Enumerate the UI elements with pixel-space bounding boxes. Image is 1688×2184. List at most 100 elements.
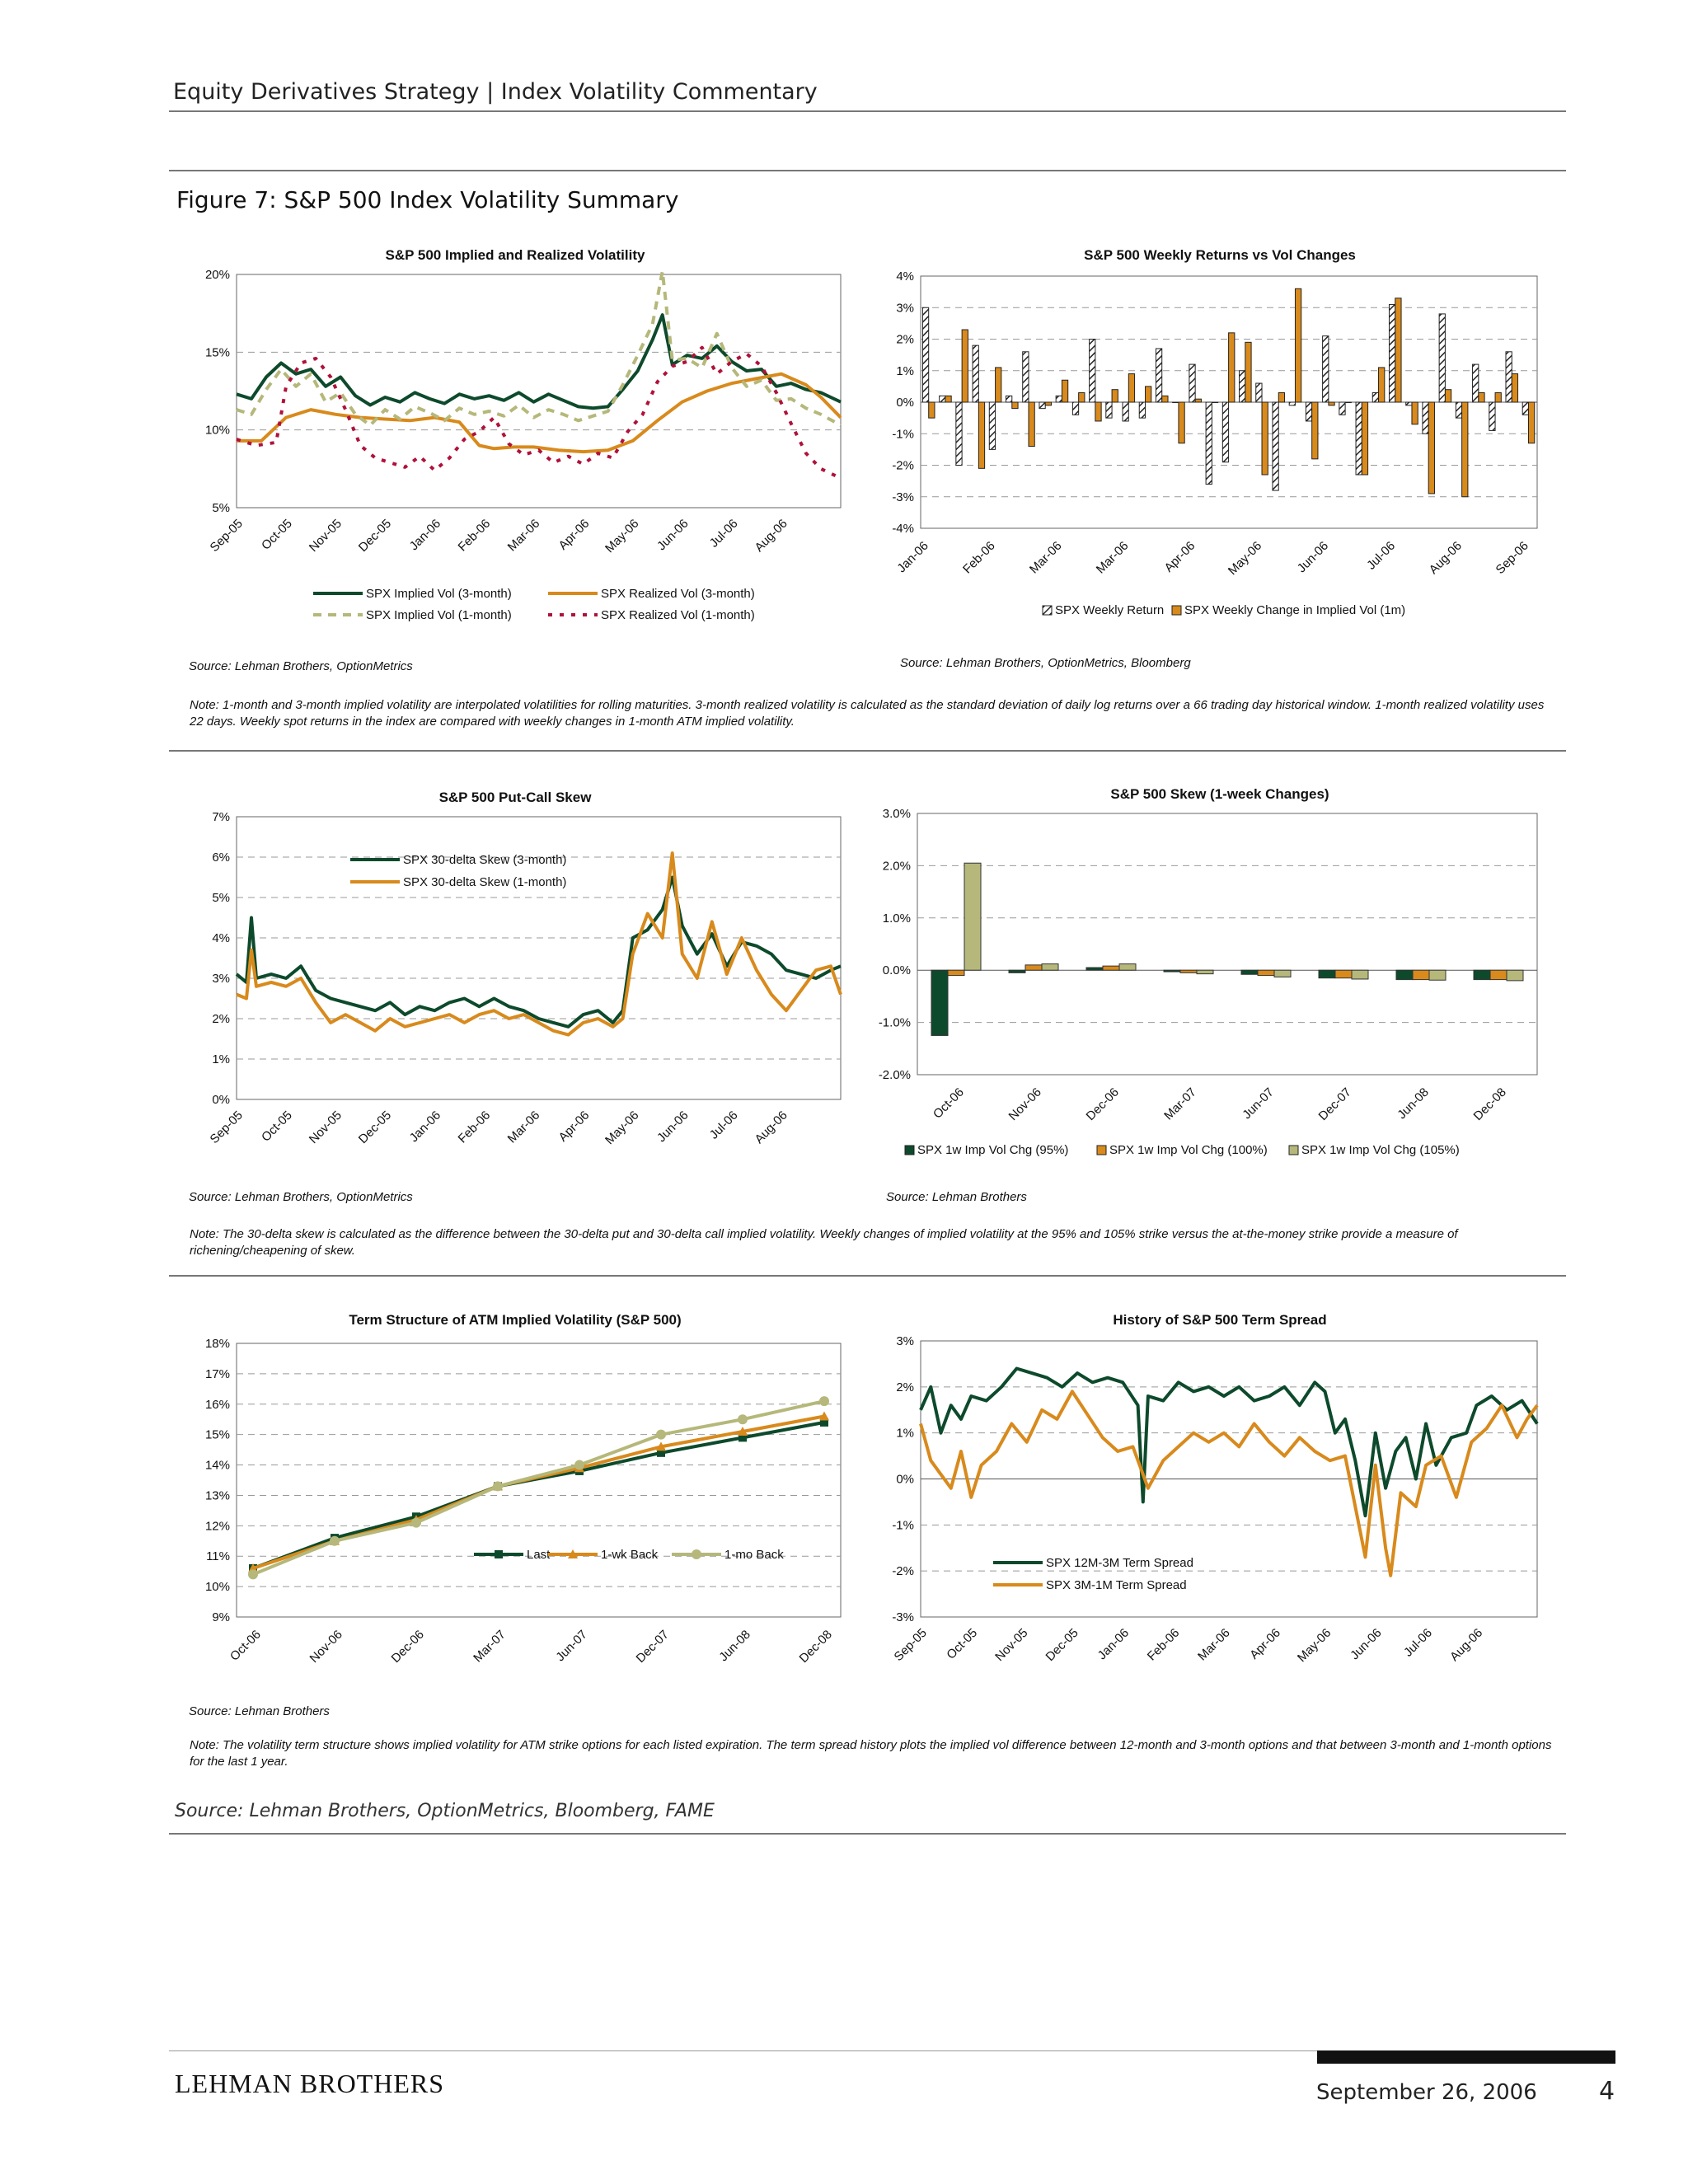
x-tick-label: May-06 (1295, 1626, 1334, 1665)
data-point (738, 1426, 748, 1436)
x-tick-label: Jun-06 (1295, 539, 1331, 575)
bar (1478, 392, 1485, 403)
y-tick-label: 18% (205, 1337, 230, 1351)
chart-title: History of S&P 500 Term Spread (1113, 1312, 1327, 1328)
bar (1006, 395, 1013, 403)
bar (1008, 969, 1026, 973)
figure-top-rule (169, 170, 1566, 171)
x-tick-label: Sep-05 (892, 1626, 930, 1664)
y-tick-label: 1% (896, 364, 914, 378)
data-point (819, 1411, 829, 1421)
chart-title: S&P 500 Weekly Returns vs Vol Changes (1084, 247, 1356, 263)
bar (1395, 969, 1414, 981)
x-tick-label: Nov-05 (307, 517, 345, 555)
y-tick-label: 4% (896, 269, 914, 284)
y-tick-label: 2% (212, 1012, 230, 1026)
x-tick-label: Dec-05 (1043, 1626, 1081, 1664)
bar (1071, 401, 1080, 415)
bar (1489, 401, 1496, 431)
x-tick-label: Dec-05 (356, 517, 394, 555)
y-tick-label: 15% (205, 345, 230, 359)
x-tick-label: Jan-06 (894, 539, 931, 575)
y-tick-label: 10% (205, 1580, 230, 1594)
y-tick-label: 1.0% (883, 912, 911, 926)
y-tick-label: -2% (892, 1564, 914, 1578)
bar (1395, 298, 1402, 403)
x-tick-label: Aug-06 (1427, 539, 1465, 577)
bar (1339, 401, 1346, 415)
bar (1522, 401, 1529, 415)
legend-label: SPX 1w Imp Vol Chg (100%) (1109, 1143, 1268, 1157)
header-rule (169, 110, 1566, 112)
bar (1145, 386, 1152, 403)
section-rule-2 (169, 1275, 1566, 1277)
bar (1378, 367, 1386, 403)
page-number: 4 (1599, 2077, 1615, 2106)
legend-label: SPX Weekly Change in Implied Vol (1m) (1184, 603, 1405, 617)
data-point (493, 1481, 503, 1492)
figure-title: Figure 7: S&P 500 Index Volatility Summa… (176, 186, 679, 213)
bar (1240, 969, 1259, 975)
legend-label: SPX 3M-1M Term Spread (1046, 1578, 1187, 1592)
bar (955, 401, 963, 466)
y-tick-label: 13% (205, 1488, 230, 1502)
bar (988, 401, 996, 450)
series-line (919, 1366, 1539, 1518)
bar (1221, 401, 1230, 463)
legend-label: SPX 30-delta Skew (3-month) (403, 853, 566, 867)
data-point (330, 1535, 340, 1546)
x-tick-label: Jan-06 (407, 1108, 443, 1145)
y-tick-label: -3% (892, 1610, 914, 1624)
chart-weekly-returns-vol: S&P 500 Weekly Returns vs Vol Changes 4%… (865, 246, 1574, 633)
y-tick-label: 2% (896, 333, 914, 347)
bar (1095, 401, 1102, 422)
bar (1044, 401, 1052, 406)
x-tick-label: Jul-06 (1401, 1626, 1435, 1660)
x-tick-label: Jun-08 (716, 1628, 753, 1664)
bar (1105, 401, 1113, 419)
y-tick-label: -1% (892, 427, 914, 441)
x-tick-label: Dec-08 (1471, 1085, 1509, 1123)
bar (1527, 401, 1536, 444)
x-tick-label: Dec-05 (356, 1108, 394, 1146)
page-header: Equity Derivatives Strategy | Index Vola… (173, 79, 818, 105)
bar (1163, 969, 1181, 972)
x-tick-label: Jan-06 (1095, 1626, 1132, 1662)
data-point (574, 1460, 584, 1470)
legend-label: SPX Implied Vol (3-month) (366, 587, 512, 601)
y-tick-label: 0% (212, 1093, 230, 1107)
y-tick-label: 5% (212, 501, 230, 515)
data-point (656, 1429, 666, 1440)
bar (1455, 401, 1463, 419)
bar (1278, 392, 1286, 403)
bar (1078, 392, 1085, 403)
series-line (236, 851, 842, 1037)
x-tick-label: Oct-05 (259, 1108, 295, 1145)
bar (1438, 313, 1446, 403)
bar (1041, 963, 1059, 971)
y-tick-label: -1% (892, 1518, 914, 1532)
x-tick-label: Dec-07 (634, 1628, 672, 1666)
x-tick-label: Aug-06 (753, 517, 790, 555)
bar (1272, 401, 1279, 491)
bar (1161, 395, 1169, 403)
y-tick-label: 3% (896, 301, 914, 315)
bar (1011, 401, 1019, 410)
chart-svg: 5% 10% 15% 20% Sep-05 Oct-05 Nov-05 Dec-05 Jan-0… (205, 268, 842, 622)
chart-title: S&P 500 Put-Call Skew (438, 790, 592, 805)
y-tick-label: -2% (892, 459, 914, 473)
legend-label: SPX Weekly Return (1055, 603, 1164, 617)
note-3: Note: The volatility term structure show… (190, 1738, 1552, 1769)
y-tick-label: 20% (205, 268, 230, 282)
bar (1294, 288, 1302, 403)
bar (1334, 969, 1353, 979)
section-rule-3 (169, 1833, 1566, 1835)
x-tick-label: Feb-06 (1145, 1626, 1183, 1664)
x-tick-label: Oct-05 (259, 517, 295, 553)
bar (1305, 401, 1313, 422)
bar (1511, 373, 1519, 403)
y-tick-label: -2.0% (879, 1068, 911, 1082)
legend-label: SPX Implied Vol (1-month) (366, 608, 512, 622)
chart-term-structure: Term Structure of ATM Implied Volatility… (177, 1310, 853, 1690)
bar (1322, 335, 1329, 403)
